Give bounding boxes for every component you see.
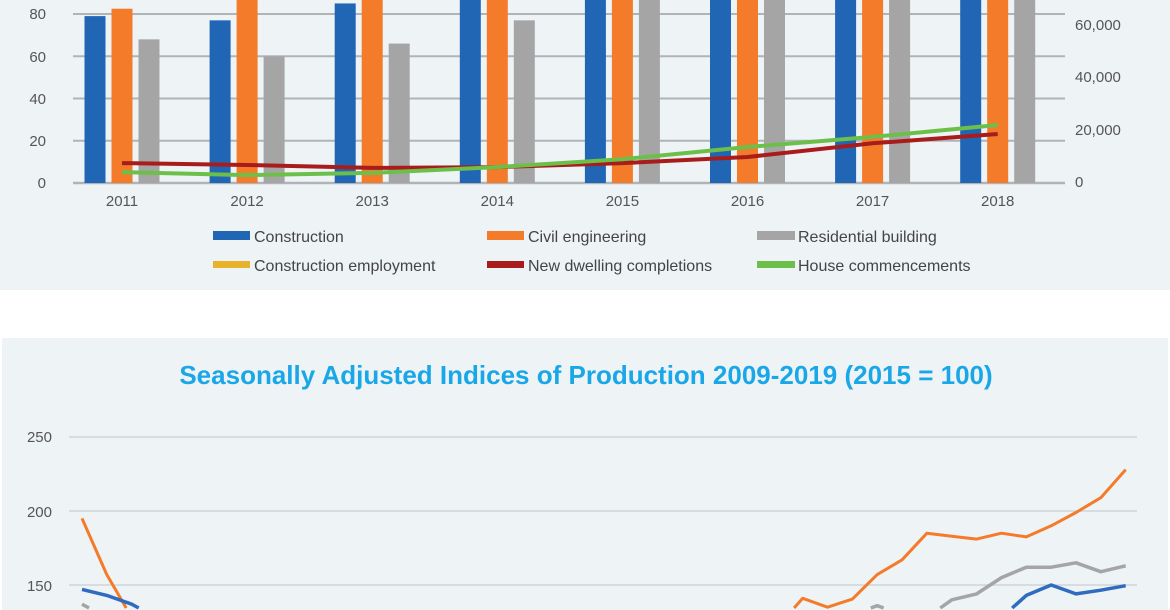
legend-label: New dwelling completions xyxy=(528,258,712,275)
index-series-line[interactable] xyxy=(81,602,90,610)
y-right-tick: 60,000 xyxy=(1075,17,1121,34)
legend-label: Residential building xyxy=(798,229,937,246)
bar-construction[interactable] xyxy=(960,0,982,183)
y-right-tick: 40,000 xyxy=(1075,69,1121,86)
bar-construction[interactable] xyxy=(459,0,481,183)
bar-civil-engineering[interactable] xyxy=(111,8,133,183)
y-left-tick: 0 xyxy=(38,175,46,192)
legend-label: Construction xyxy=(254,229,344,246)
legend-item-residential-building[interactable]: Residential building xyxy=(757,229,937,246)
legend-item-civil-engineering[interactable]: Civil engineering xyxy=(487,229,646,246)
legend-swatch xyxy=(213,261,250,268)
bar-civil-engineering[interactable] xyxy=(737,0,758,183)
bar-residential-building[interactable] xyxy=(263,56,285,183)
legend-label: Civil engineering xyxy=(528,229,646,246)
index-series-line[interactable] xyxy=(1011,583,1127,610)
legend-swatch xyxy=(487,261,524,268)
legend-item-construction-employment[interactable]: Construction employment xyxy=(213,258,436,275)
bar-construction[interactable] xyxy=(835,0,857,183)
x-tick-label: 2014 xyxy=(481,193,514,210)
bar-residential-building[interactable] xyxy=(638,0,660,183)
bar-civil-engineering[interactable] xyxy=(486,0,508,183)
bar-residential-building[interactable] xyxy=(764,0,785,183)
bar-civil-engineering[interactable] xyxy=(987,0,1009,183)
x-tick-label: 2015 xyxy=(606,193,639,210)
bar-residential-building[interactable] xyxy=(138,39,160,183)
x-tick-label: 2012 xyxy=(230,193,263,210)
y-right-tick: 0 xyxy=(1075,174,1083,191)
bottom-chart-title: Seasonally Adjusted Indices of Productio… xyxy=(179,360,992,390)
line-house-commencements[interactable] xyxy=(121,123,998,178)
bar-civil-engineering[interactable] xyxy=(236,0,258,183)
x-tick-label: 2017 xyxy=(856,193,889,210)
legend-item-construction[interactable]: Construction xyxy=(213,229,344,246)
legend-swatch xyxy=(757,231,795,240)
bar-construction[interactable] xyxy=(334,3,356,183)
bottom-chart-gridlines xyxy=(69,436,1137,586)
x-tick-label: 2018 xyxy=(981,193,1014,210)
legend-item-new-dwelling-completions[interactable]: New dwelling completions xyxy=(487,258,712,275)
x-tick-label: 2011 xyxy=(106,193,138,210)
y-left-tick: 80 xyxy=(29,6,46,23)
y-tick: 200 xyxy=(27,504,52,521)
y-left-tick: 20 xyxy=(29,133,46,150)
top-left-axis: 0 20 40 60 80 xyxy=(29,6,46,192)
bar-construction[interactable] xyxy=(710,0,731,183)
bar-construction[interactable] xyxy=(209,20,231,184)
legend-label: House commencements xyxy=(798,258,971,275)
bar-civil-engineering[interactable] xyxy=(862,0,884,183)
bar-residential-building[interactable] xyxy=(513,20,535,184)
legend-label: Construction employment xyxy=(254,258,436,275)
index-series-line[interactable] xyxy=(792,468,1127,609)
index-series-line[interactable] xyxy=(870,603,885,610)
bottom-chart-panel xyxy=(2,338,1168,610)
index-series-line[interactable] xyxy=(80,517,128,609)
y-right-tick: 20,000 xyxy=(1075,122,1121,139)
x-tick-label: 2016 xyxy=(731,193,764,210)
y-tick: 150 xyxy=(27,578,52,595)
top-right-axis: 0 20,000 40,000 60,000 xyxy=(1075,17,1121,191)
index-series-line[interactable] xyxy=(81,587,140,610)
bar-civil-engineering[interactable] xyxy=(361,0,383,183)
bar-construction[interactable] xyxy=(84,16,106,183)
top-chart-lines xyxy=(121,123,998,178)
y-left-tick: 40 xyxy=(29,91,46,108)
top-x-axis: 2011 2012 2013 2014 2015 2016 2017 2018 xyxy=(106,193,1015,210)
bar-residential-building[interactable] xyxy=(388,43,410,184)
bottom-y-axis: 150 200 250 xyxy=(27,429,52,595)
bar-residential-building[interactable] xyxy=(889,0,911,183)
legend-swatch xyxy=(213,231,250,240)
y-tick: 250 xyxy=(27,429,52,446)
bar-construction[interactable] xyxy=(584,0,606,183)
bottom-chart-lines xyxy=(80,468,1127,610)
legend-swatch xyxy=(487,231,524,240)
bar-residential-building[interactable] xyxy=(1014,0,1036,183)
legend-swatch xyxy=(757,261,795,268)
x-tick-label: 2013 xyxy=(356,193,389,210)
y-left-tick: 60 xyxy=(29,49,46,66)
top-chart-bars xyxy=(84,0,1036,184)
bar-civil-engineering[interactable] xyxy=(611,0,633,183)
index-series-line[interactable] xyxy=(939,561,1127,610)
top-legend: Construction Civil engineering Residenti… xyxy=(213,229,971,275)
legend-item-house-commencements[interactable]: House commencements xyxy=(757,258,971,275)
